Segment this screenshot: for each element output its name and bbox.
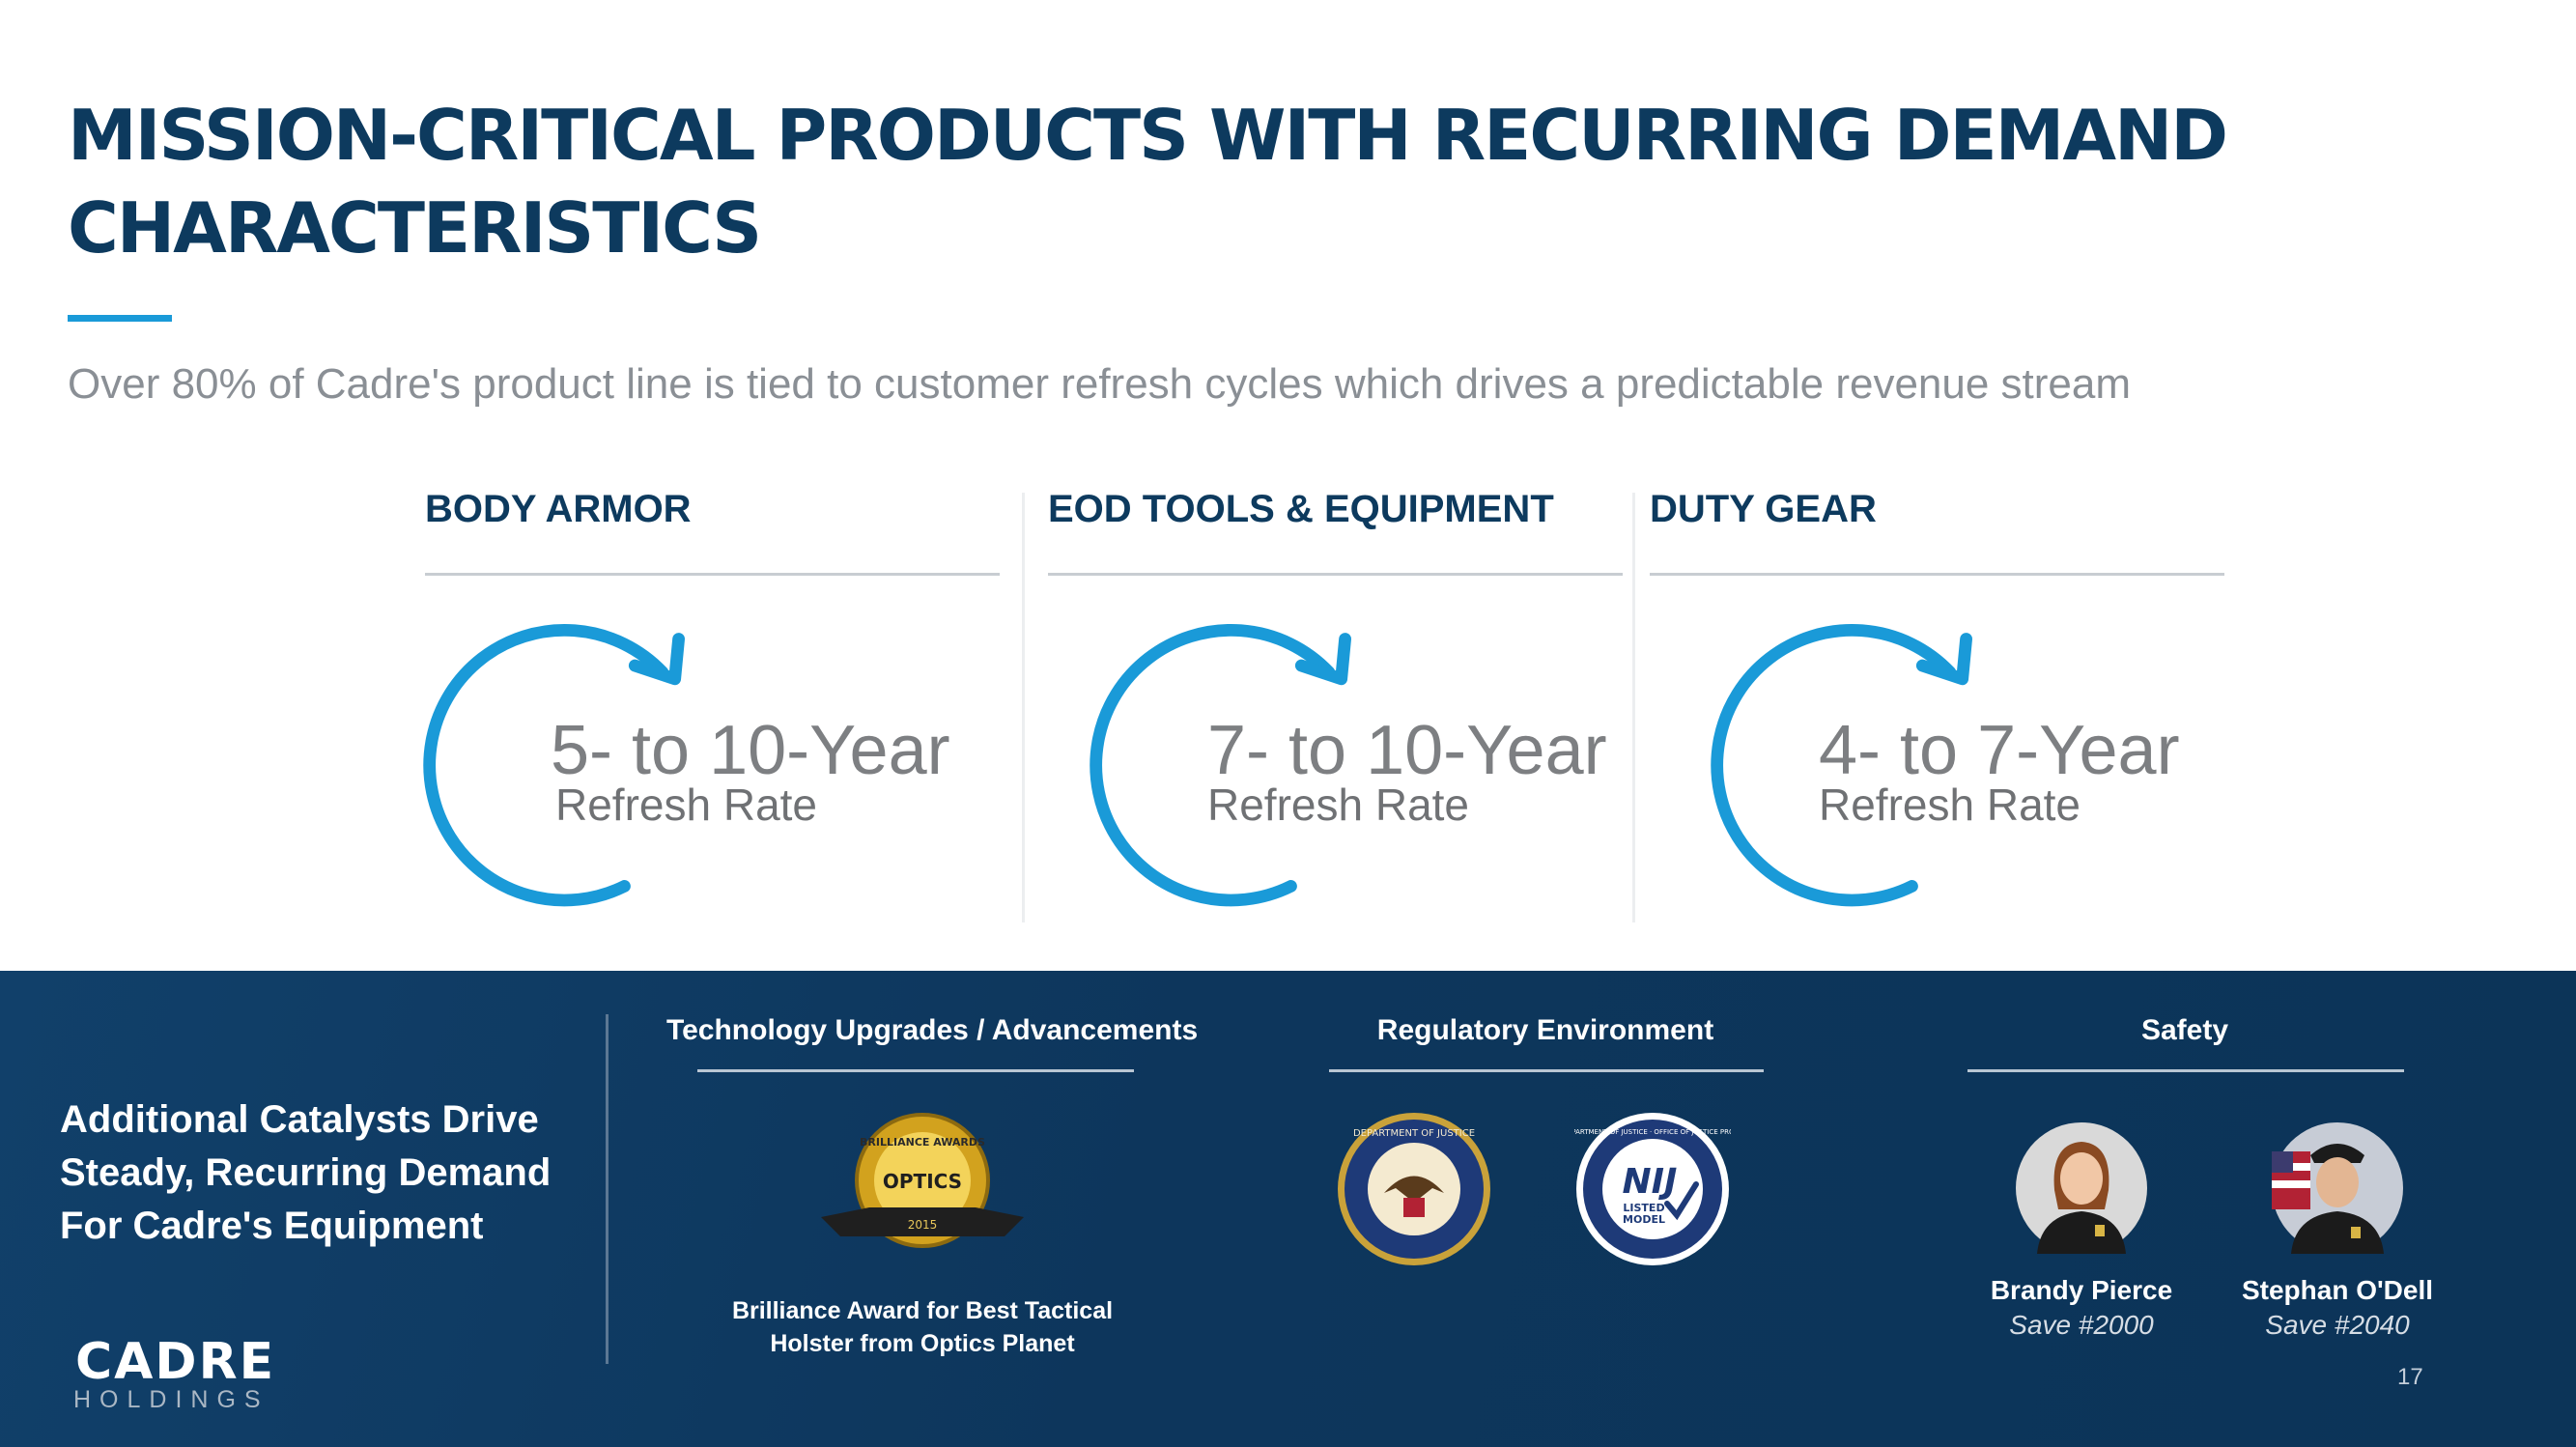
page-title: Mission-Critical Products With Recurring…	[68, 95, 2228, 269]
refresh-cycle-arrow-icon	[1090, 624, 1351, 907]
award-caption: Brilliance Award for Best Tactical Holst…	[731, 1297, 1114, 1357]
column-eod-tools: EOD TOOLS & EQUIPMENT 7- to 10-Year Refr…	[1048, 488, 1628, 922]
page-subtitle: Over 80% of Cadre's product line is tied…	[68, 360, 2132, 408]
department-of-justice-seal-icon: DEPARTMENT OF JUSTICE	[1338, 1113, 1490, 1265]
svg-text:OPTICS: OPTICS	[883, 1170, 962, 1193]
column-rule	[1650, 573, 2224, 576]
brilliance-award-badge-icon: BRILLIANCE AWARDS OPTICS 2015	[821, 1113, 1024, 1248]
svg-text:DEPARTMENT OF JUSTICE: DEPARTMENT OF JUSTICE	[1353, 1128, 1475, 1139]
column-body-armor: BODY ARMOR 5- to 10-Year Refresh Rate	[423, 488, 1005, 922]
refresh-range: 4- to 7-Year	[1819, 712, 2180, 789]
catalysts-heading: Additional Catalysts Drive Steady, Recur…	[60, 1098, 552, 1247]
svg-text:LISTED: LISTED	[1623, 1202, 1664, 1214]
section-rule	[1329, 1069, 1764, 1072]
section-rule	[697, 1069, 1134, 1072]
svg-text:U.S. DEPARTMENT OF JUSTICE · O: U.S. DEPARTMENT OF JUSTICE · OFFICE OF J…	[1574, 1128, 1731, 1136]
svg-text:2015: 2015	[908, 1218, 938, 1232]
column-heading: DUTY GEAR	[1650, 488, 1877, 530]
column-heading: EOD TOOLS & EQUIPMENT	[1048, 488, 1554, 530]
title-underline	[68, 315, 172, 322]
refresh-label: Refresh Rate	[1207, 780, 1470, 830]
cadre-logo-subtitle: HOLDINGS	[73, 1386, 269, 1413]
band-divider	[606, 1014, 609, 1364]
nij-listed-model-seal-icon: U.S. DEPARTMENT OF JUSTICE · OFFICE OF J…	[1574, 1113, 1731, 1265]
refresh-label: Refresh Rate	[555, 780, 818, 830]
refresh-range: 7- to 10-Year	[1207, 712, 1607, 789]
officer-portrait-stephan-odell	[2272, 1122, 2403, 1254]
page-number: 17	[2397, 1364, 2423, 1390]
cadre-logo: CADRE	[75, 1333, 276, 1391]
svg-text:BRILLIANCE AWARDS: BRILLIANCE AWARDS	[860, 1136, 985, 1149]
person-name: Brandy Pierce	[1990, 1275, 2173, 1305]
column-duty-gear: DUTY GEAR 4- to 7-Year Refresh Rate	[1650, 488, 2229, 922]
column-rule	[425, 573, 1000, 576]
regulatory-section-title: Regulatory Environment	[1376, 1014, 1714, 1046]
catalysts-band	[0, 971, 2576, 1447]
column-separator	[1022, 493, 1025, 922]
safety-section-title: Safety	[2140, 1014, 2229, 1046]
refresh-cycle-arrow-icon	[1711, 624, 1972, 907]
column-heading: BODY ARMOR	[425, 488, 692, 530]
svg-text:MODEL: MODEL	[1623, 1213, 1665, 1226]
column-rule	[1048, 573, 1623, 576]
refresh-range: 5- to 10-Year	[551, 712, 950, 789]
refresh-label: Refresh Rate	[1819, 780, 2081, 830]
technology-section-title: Technology Upgrades / Advancements	[666, 1014, 1199, 1046]
officer-portrait-brandy-pierce	[2016, 1122, 2147, 1254]
person-save-number: Save #2040	[2265, 1310, 2410, 1340]
refresh-cycle-arrow-icon	[423, 624, 685, 907]
section-rule	[1967, 1069, 2404, 1072]
person-name: Stephan O'Dell	[2241, 1275, 2434, 1305]
column-separator	[1632, 493, 1635, 922]
svg-text:NIJ: NIJ	[1623, 1162, 1678, 1202]
person-save-number: Save #2000	[2009, 1310, 2154, 1340]
